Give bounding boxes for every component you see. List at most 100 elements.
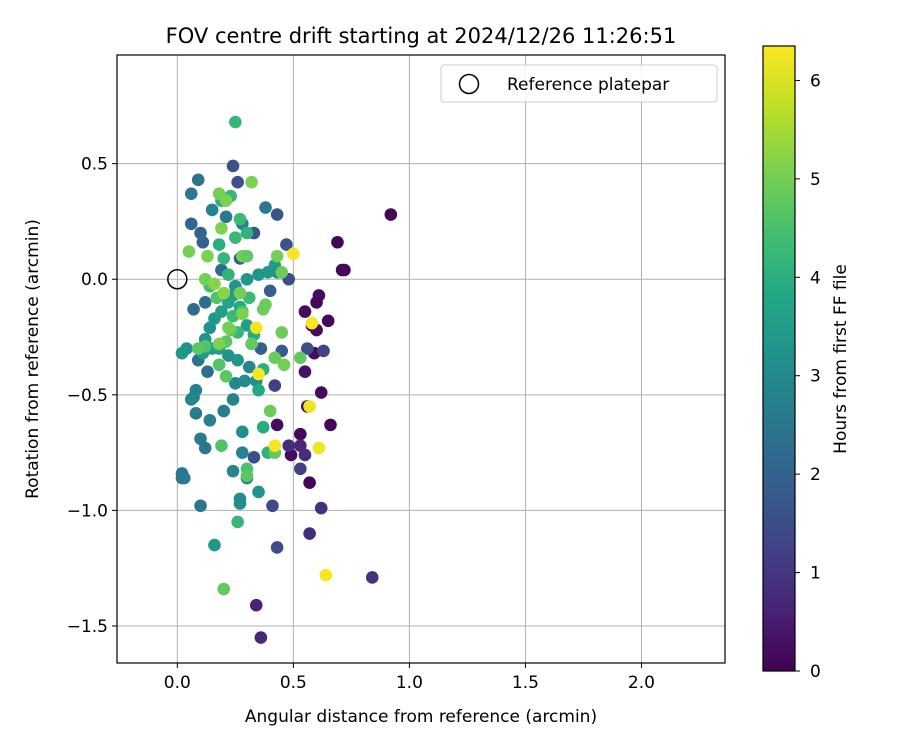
data-point [300,342,314,355]
data-point [201,365,214,379]
data-point [259,201,272,214]
data-point [238,374,251,388]
data-point [252,485,265,499]
data-point [303,527,316,540]
data-point [266,499,279,513]
data-point [240,272,254,286]
x-tick-label: 2.0 [628,673,655,693]
y-tick-label: 0.5 [81,155,108,175]
data-point [191,173,205,187]
data-point [215,305,228,318]
grid [117,55,725,663]
data-point [254,631,268,644]
data-point [298,448,312,462]
x-tick-label: 0.0 [164,673,191,693]
data-point [270,418,284,432]
data-point [191,342,205,355]
colorbar-tick-label: 0 [810,662,821,682]
data-point [236,425,249,439]
chart-title: FOV centre drift starting at 2024/12/26 … [166,24,677,48]
data-point [219,370,233,383]
data-point [231,515,244,529]
legend-box [440,64,718,103]
data-point [384,208,398,221]
data-point [275,266,289,279]
data-point [217,582,231,596]
y-tick-label: −1.5 [67,617,108,637]
data-points [175,115,398,644]
y-tick-label: −0.5 [67,386,108,406]
data-point [187,302,200,316]
colorbar-ticks: 0 1 2 3 4 5 6 [795,71,821,682]
data-point [245,337,258,351]
data-point [208,538,221,552]
data-point [338,263,351,277]
data-point [226,393,240,406]
data-point [263,404,277,418]
data-point [317,344,330,358]
data-point [217,404,231,418]
y-axis-ticks: 0.5 0.0 −0.5 −1.0 −1.5 [67,155,117,637]
data-point [303,400,316,413]
data-point [298,305,312,318]
data-point [249,321,263,335]
colorbar-tick-label: 2 [810,465,821,485]
data-point [194,226,207,240]
data-point [198,272,212,286]
x-tick-label: 1.5 [512,673,539,693]
data-point [194,499,207,513]
data-point [203,413,217,427]
data-point [229,231,242,244]
y-tick-label: −1.0 [67,501,108,521]
data-point [249,598,263,612]
data-point [263,284,277,298]
legend-marker [458,73,480,95]
data-point [303,476,316,489]
data-point [319,568,333,582]
data-point [294,427,307,441]
data-point [215,439,228,452]
y-axis-label: Rotation from reference (arcmin) [23,219,43,499]
data-point [184,187,198,201]
data-point [231,353,244,367]
data-point [314,501,328,515]
data-point [226,464,240,478]
data-point [212,337,226,351]
legend-label: Reference platepar [507,75,669,95]
data-point [233,286,247,300]
data-point [268,379,282,392]
data-point [268,439,282,452]
data-point [314,386,328,399]
data-point [236,307,249,321]
data-point [240,469,254,483]
data-point [175,467,189,480]
data-point [365,571,379,584]
data-point [226,159,240,173]
data-point [277,358,291,372]
colorbar-tick-label: 4 [810,268,821,288]
data-point [240,249,254,263]
data-point [252,383,265,397]
data-point [198,441,212,455]
data-point [198,296,212,309]
data-point [184,217,198,231]
data-point [175,346,189,360]
data-point [245,175,258,189]
data-point [294,462,307,476]
data-point [231,175,244,189]
colorbar-tick-label: 6 [810,71,821,91]
colorbar-label: Hours from first FF file [831,264,851,454]
data-point [312,441,326,455]
data-point [217,286,231,300]
data-point [282,439,296,452]
data-point [280,238,293,251]
data-point [298,365,312,379]
data-point [189,407,203,420]
data-point [229,115,242,129]
data-point [182,245,196,258]
data-point [256,302,270,316]
data-point [222,268,235,281]
data-point [233,497,247,510]
data-point [222,349,235,362]
